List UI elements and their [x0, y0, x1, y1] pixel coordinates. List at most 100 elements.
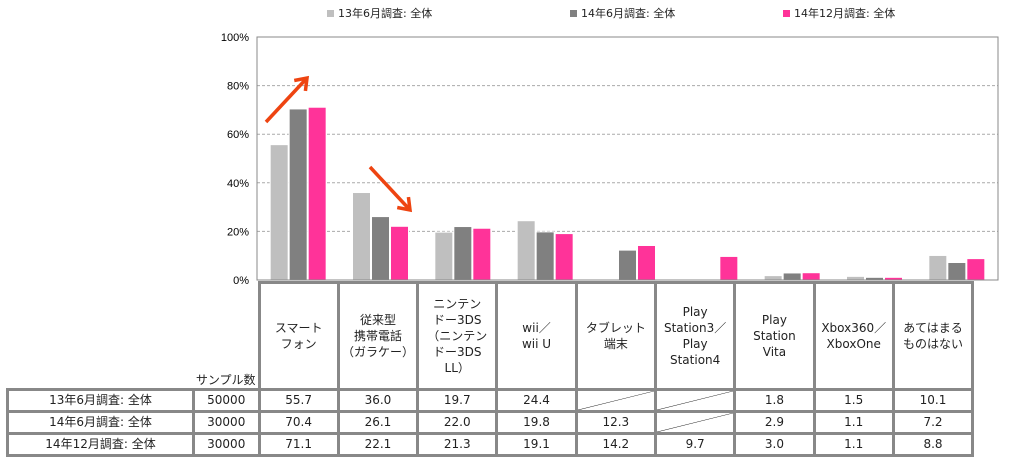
data-table: サンプル数 スマート フォン 従来型 携帯電話 （ガラケー） ニンテン ドー3DS …: [6, 281, 975, 457]
table-cell: 19.7: [416, 388, 499, 413]
table-header-row: サンプル数 スマート フォン 従来型 携帯電話 （ガラケー） ニンテン ドー3DS …: [8, 281, 975, 391]
legend-swatch-1: [570, 9, 577, 17]
bar-series-1-cat-6: [782, 272, 802, 281]
table-cell: 24.4: [495, 388, 578, 413]
legend-label-1: 14年6月調査: 全体: [581, 7, 676, 20]
bar-series-2-cat-5: [719, 255, 739, 281]
y-tick-label: 60%: [227, 129, 249, 141]
legend-item-2: 14年12月調査: 全体: [783, 5, 895, 21]
category-label: ニンテン ドー3DS （ニンテン ドー3DS LL）: [427, 297, 488, 375]
table-cell: 22.1: [336, 432, 420, 457]
category-header: タブレット 端末: [574, 281, 657, 391]
bar-series-2-cat-4: [637, 244, 656, 281]
category-label: タブレット 端末: [585, 321, 646, 351]
table-cell: 55.7: [257, 388, 340, 413]
y-axis-ticks: 0%20%40%60%80%100%: [221, 32, 249, 287]
table-cell: 1.1: [812, 410, 895, 435]
bars: [269, 106, 986, 281]
category-label: あてはまる ものはない: [903, 321, 964, 351]
bar-series-0-cat-8: [928, 254, 948, 281]
bar-series-0-cat-0: [269, 144, 289, 281]
y-tick-label: 20%: [227, 226, 249, 238]
bar-series-1-cat-4: [618, 249, 637, 281]
legend-label-0: 13年6月調査: 全体: [338, 7, 433, 20]
arrow-down-icon: [368, 165, 413, 213]
sample-size: 50000: [192, 388, 261, 413]
table-cell: 2.9: [733, 410, 816, 435]
bar-series-2-cat-0: [307, 106, 327, 281]
category-header: Play Station Vita: [733, 281, 816, 391]
table-cell: 1.8: [733, 388, 816, 413]
table-cell: 14.2: [574, 432, 657, 457]
table-cell: 3.0: [733, 432, 816, 457]
table-row: 14年6月調査: 全体 30000 70.4 26.1 22.0 19.8 12.3 2.9 1…: [6, 410, 975, 435]
sample-size: 30000: [192, 432, 261, 457]
annotations: [264, 75, 413, 213]
table-cell: 19.1: [495, 432, 578, 457]
bar-series-0-cat-7: [846, 275, 865, 281]
table-row: 14年12月調査: 全体 30000 71.1 22.1 21.3 19.1 14.2 9.7…: [6, 432, 975, 457]
sample-size-header: サンプル数: [193, 282, 261, 390]
table-cell: 22.0: [416, 410, 499, 435]
bar-chart: 0%20%40%60%80%100%: [221, 32, 999, 287]
legend-swatch-0: [327, 9, 334, 17]
table-row: 13年6月調査: 全体 50000 55.7 36.0 19.7 24.4 1.8 1.5 10…: [6, 388, 975, 413]
category-label: wii／ wii U: [521, 321, 552, 351]
table-cell: 12.3: [574, 410, 657, 435]
legend-swatch-2: [783, 9, 790, 17]
bar-series-1-cat-0: [288, 108, 308, 281]
table-cell: 70.4: [257, 410, 340, 435]
table-cell: 26.1: [336, 410, 420, 435]
y-tick-label: 80%: [227, 81, 249, 93]
empty-cell-slash: [574, 388, 657, 413]
category-header: スマート フォン: [257, 281, 340, 391]
category-header: あてはまる ものはない: [891, 281, 975, 391]
legend-item-0: 13年6月調査: 全体: [327, 5, 432, 21]
table-cell: 1.1: [812, 432, 895, 457]
legend-item-1: 14年6月調査: 全体: [570, 5, 675, 21]
gridlines: [257, 85, 998, 232]
table-cell: 10.1: [891, 388, 975, 413]
category-header: Play Station3／ Play Station4: [653, 281, 737, 391]
sample-size: 30000: [192, 410, 261, 435]
table-cell: 1.5: [812, 388, 895, 413]
category-label: Play Station3／ Play Station4: [663, 305, 727, 367]
plot-frame: [256, 36, 999, 281]
table-cell: 19.8: [495, 410, 578, 435]
bar-series-0-cat-2: [434, 231, 454, 281]
row-label: 14年6月調査: 全体: [6, 410, 195, 435]
table-cell: 9.7: [653, 432, 737, 457]
category-label: Play Station Vita: [753, 313, 796, 359]
empty-cell-slash: [653, 410, 737, 435]
category-header: ニンテン ドー3DS （ニンテン ドー3DS LL）: [416, 281, 499, 391]
bar-series-2-cat-2: [472, 227, 492, 281]
category-label: スマート フォン: [274, 321, 323, 351]
row-label: 13年6月調査: 全体: [6, 388, 195, 413]
bar-series-1-cat-8: [947, 262, 967, 281]
bar-series-2-cat-3: [554, 233, 574, 281]
table-cell: 21.3: [416, 432, 499, 457]
legend-label-2: 14年12月調査: 全体: [794, 7, 896, 20]
empty-cell-slash: [653, 388, 737, 413]
bar-series-2-cat-8: [966, 258, 986, 281]
category-label: Xbox360／ XboxOne: [821, 321, 887, 351]
bar-series-2-cat-6: [801, 272, 821, 281]
table-cell: 7.2: [891, 410, 975, 435]
table-cell: 8.8: [891, 432, 975, 457]
bar-series-1-cat-1: [371, 216, 390, 281]
arrow-up-icon: [264, 75, 310, 124]
bar-series-1-cat-3: [535, 231, 555, 281]
table-cell: 71.1: [257, 432, 340, 457]
y-tick-label: 100%: [221, 32, 249, 44]
y-tick-label: 40%: [227, 178, 249, 190]
category-header: 従来型 携帯電話 （ガラケー）: [336, 281, 420, 391]
bar-series-0-cat-3: [516, 220, 536, 281]
category-label: 従来型 携帯電話 （ガラケー）: [341, 313, 414, 359]
bar-series-2-cat-1: [390, 225, 409, 281]
row-label: 14年12月調査: 全体: [6, 432, 195, 457]
category-header: Xbox360／ XboxOne: [812, 281, 895, 391]
bar-series-1-cat-2: [453, 226, 473, 281]
category-header: wii／ wii U: [495, 281, 578, 391]
bar-series-0-cat-6: [763, 275, 783, 281]
table-cell: 36.0: [336, 388, 420, 413]
